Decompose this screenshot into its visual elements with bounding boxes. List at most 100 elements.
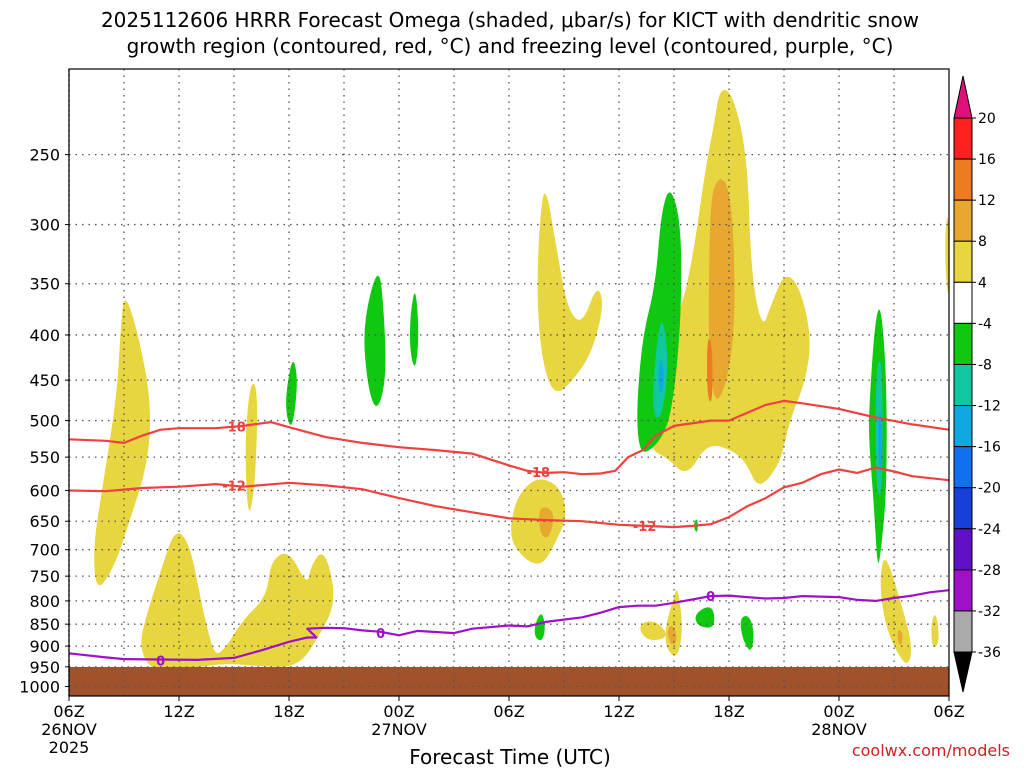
freezing-level-label-2: 0 bbox=[706, 590, 715, 605]
freezing-level-contour bbox=[69, 589, 949, 661]
omega-region-16-level-neg4 bbox=[286, 361, 297, 425]
x-tick-label-48: 06Z bbox=[933, 702, 964, 721]
freezing-level-label-0: 0 bbox=[156, 655, 165, 670]
colorbar-swatch-11 bbox=[953, 569, 973, 612]
omega-shading bbox=[94, 90, 949, 671]
x-tick-label-30: 12Z bbox=[603, 702, 634, 721]
colorbar-top-arrow bbox=[953, 75, 973, 119]
source-credit: coolwx.com/models bbox=[852, 741, 1010, 760]
colorbar-label-1: 16 bbox=[978, 152, 996, 168]
chart-title-line-2: growth region (contoured, red, °C) and f… bbox=[127, 34, 894, 58]
omega-region-4-level-4 bbox=[537, 193, 602, 392]
colorbar-label-6: -8 bbox=[978, 357, 992, 373]
omega-region-19-level-neg4 bbox=[637, 192, 682, 452]
colorbar-swatch-6 bbox=[953, 363, 973, 407]
colorbar-label-7: -12 bbox=[978, 399, 1001, 415]
y-tick-label-1000: 1000 bbox=[19, 678, 60, 697]
omega-region-1-level-4 bbox=[141, 533, 334, 671]
x-tick-label-24: 06Z bbox=[493, 702, 524, 721]
y-tick-label-850: 850 bbox=[29, 615, 60, 634]
x-tick-sublabel-0-0: 26NOV bbox=[41, 720, 97, 739]
y-tick-label-300: 300 bbox=[29, 216, 60, 235]
omega-region-14-level-8 bbox=[897, 630, 903, 645]
colorbar-label-13: -36 bbox=[978, 645, 1001, 661]
y-tick-label-650: 650 bbox=[29, 512, 60, 531]
x-tick-label-0: 06Z bbox=[53, 702, 84, 721]
chart-title-line-1: 2025112606 HRRR Forecast Omega (shaded, … bbox=[101, 8, 919, 32]
y-axis-ticks: 250 300 350 400 450 500 550 600 650 700 750 800 850 9… bbox=[19, 146, 69, 697]
omega-region-23-level-neg4 bbox=[534, 614, 545, 641]
colorbar-label-0: 20 bbox=[978, 111, 996, 127]
x-tick-label-12: 18Z bbox=[273, 702, 304, 721]
y-tick-label-750: 750 bbox=[29, 567, 60, 586]
omega-region-21-level-neg4 bbox=[695, 607, 715, 628]
y-tick-label-950: 950 bbox=[29, 658, 60, 677]
colorbar-label-5: -4 bbox=[978, 316, 992, 332]
omega-region-6-level-4 bbox=[640, 621, 666, 641]
x-tick-sublabel-18-0: 27NOV bbox=[371, 720, 427, 739]
y-tick-label-500: 500 bbox=[29, 412, 60, 431]
x-axis-label: Forecast Time (UTC) bbox=[409, 745, 611, 768]
omega-region-11-level-8 bbox=[708, 179, 735, 399]
freezing-level-label-1: 0 bbox=[376, 627, 385, 642]
omega-region-9-level-4 bbox=[931, 615, 939, 648]
omega-region-8-level-4 bbox=[880, 560, 912, 663]
dendritic-contour-neg12 bbox=[69, 466, 949, 529]
y-tick-label-900: 900 bbox=[29, 637, 60, 656]
colorbar-swatch-3 bbox=[953, 240, 973, 283]
x-tick-label-18: 00Z bbox=[383, 702, 414, 721]
colorbar-swatch-2 bbox=[953, 199, 973, 242]
dendritic-label-neg18-b: -18 bbox=[527, 466, 551, 481]
omega-region-15-level-12 bbox=[707, 339, 713, 402]
dendritic-label-neg18: -18 bbox=[222, 421, 246, 436]
omega-region-13-level-8 bbox=[667, 625, 677, 645]
x-tick-label-36: 18Z bbox=[713, 702, 744, 721]
y-tick-label-700: 700 bbox=[29, 541, 60, 560]
omega-region-27-level-neg12 bbox=[658, 360, 664, 393]
y-tick-label-400: 400 bbox=[29, 326, 60, 345]
colorbar: 20 16 12 8 4 -4 -8 -12 -16 -20 -24 -28 -32 -36 bbox=[953, 75, 1001, 693]
y-tick-label-250: 250 bbox=[29, 146, 60, 165]
colorbar-swatch-5 bbox=[953, 322, 973, 365]
y-tick-label-600: 600 bbox=[29, 482, 60, 501]
colorbar-label-11: -28 bbox=[978, 563, 1001, 579]
x-tick-sublabel-42-0: 28NOV bbox=[811, 720, 867, 739]
colorbar-swatch-9 bbox=[953, 487, 973, 530]
omega-region-2-level-4 bbox=[245, 383, 258, 511]
x-tick-label-6: 12Z bbox=[163, 702, 194, 721]
colorbar-label-2: 12 bbox=[978, 193, 996, 209]
colorbar-swatch-10 bbox=[953, 528, 973, 571]
colorbar-label-10: -24 bbox=[978, 522, 1001, 538]
grid-lines bbox=[69, 69, 949, 696]
omega-region-10-level-4 bbox=[945, 217, 949, 293]
dendritic-contour-neg18 bbox=[69, 399, 949, 476]
dendritic-label-neg12: -12 bbox=[222, 479, 246, 494]
colorbar-swatch-7 bbox=[953, 405, 973, 448]
x-tick-label-42: 00Z bbox=[823, 702, 854, 721]
colorbar-label-4: 4 bbox=[978, 275, 987, 291]
colorbar-label-8: -16 bbox=[978, 440, 1001, 456]
colorbar-swatch-0 bbox=[953, 117, 973, 160]
dendritic-label-neg12-b: -12 bbox=[633, 520, 657, 535]
colorbar-swatch-8 bbox=[953, 446, 973, 489]
colorbar-swatch-12 bbox=[953, 610, 973, 653]
colorbar-swatch-4 bbox=[953, 281, 973, 324]
omega-region-22-level-neg4 bbox=[740, 616, 754, 650]
y-tick-label-800: 800 bbox=[29, 592, 60, 611]
colorbar-swatch-1 bbox=[953, 158, 973, 201]
colorbar-label-3: 8 bbox=[978, 234, 987, 250]
y-tick-label-350: 350 bbox=[29, 275, 60, 294]
contours: -18 -12 -18 -12 0 0 0 bbox=[69, 399, 949, 670]
colorbar-label-9: -20 bbox=[978, 481, 1001, 497]
omega-region-18-level-neg4 bbox=[410, 293, 419, 366]
colorbar-label-12: -32 bbox=[978, 604, 1001, 620]
x-tick-sublabel-0-1: 2025 bbox=[49, 738, 90, 757]
colorbar-bottom-arrow bbox=[953, 651, 973, 693]
omega-region-12-level-8 bbox=[539, 507, 554, 538]
y-tick-label-550: 550 bbox=[29, 448, 60, 467]
omega-region-17-level-neg4 bbox=[364, 275, 386, 406]
plot-area: -18 -12 -18 -12 0 0 0 bbox=[69, 69, 949, 696]
y-tick-label-450: 450 bbox=[29, 371, 60, 390]
